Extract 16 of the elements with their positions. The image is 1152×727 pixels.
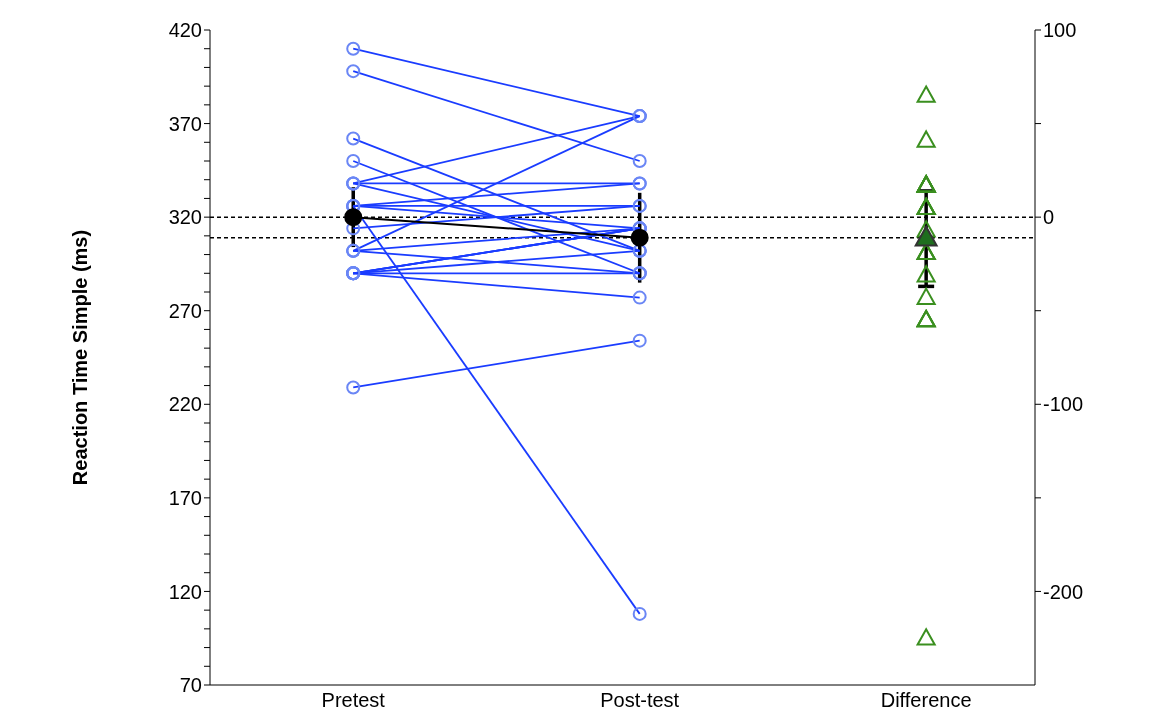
y2-tick-label: -200 — [1043, 580, 1084, 603]
x-tick-label: Difference — [880, 689, 972, 712]
y-tick-label: 220 — [168, 393, 202, 416]
x-tick-label: Pretest — [321, 689, 386, 712]
y-tick-label: 270 — [168, 299, 202, 322]
y-tick-label: 120 — [168, 580, 202, 603]
y-tick-label: 320 — [168, 206, 202, 229]
y-axis-title: Reaction Time Simple (ms) — [69, 229, 92, 486]
y-tick-label: 70 — [179, 674, 202, 697]
y-tick-label: 420 — [168, 19, 202, 42]
y2-tick-label: 100 — [1043, 19, 1077, 42]
x-tick-label: Post-test — [600, 689, 680, 712]
y-tick-label: 170 — [168, 486, 202, 509]
y2-tick-label: 0 — [1043, 206, 1055, 229]
y-tick-label: 370 — [168, 112, 202, 135]
y2-tick-label: -100 — [1043, 393, 1084, 416]
